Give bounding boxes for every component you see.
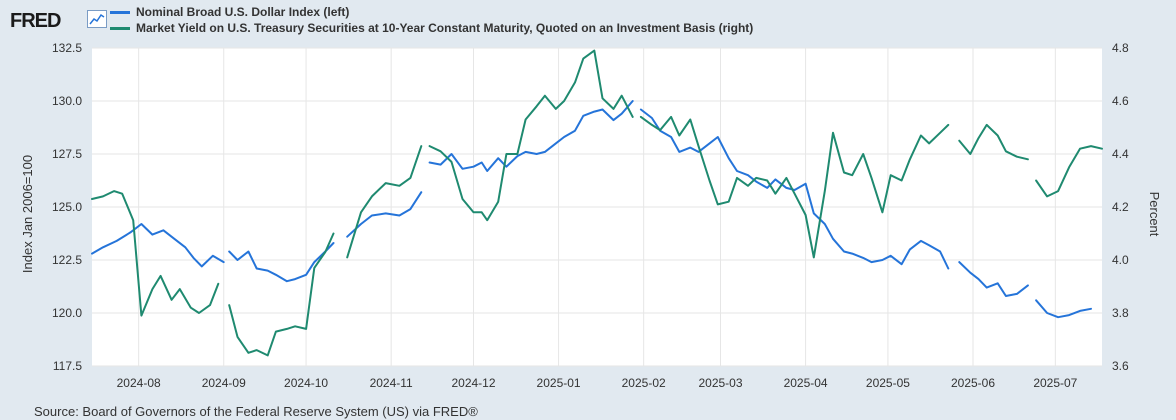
x-tick-label: 2025-02 [622,376,666,390]
series-line-segment[interactable] [958,261,1029,297]
left-tick-label: 120.0 [52,306,82,320]
left-axis-ticks: 117.5 120.0 122.5 125.0 127.5 130.0 132.5 [52,41,82,373]
x-tick-label: 2024-11 [370,376,413,390]
series-line-segment[interactable] [428,100,634,172]
right-tick-label: 3.6 [1112,359,1129,373]
series-line-segment[interactable] [1035,299,1092,319]
left-tick-label: 122.5 [52,253,82,267]
series-line-segment[interactable] [639,115,950,259]
x-tick-label: 2024-12 [451,376,495,390]
legend-item-dollar-index[interactable]: Nominal Broad U.S. Dollar Index (left) [110,4,753,20]
x-tick-label: 2025-07 [1033,376,1077,390]
series-line-segment[interactable] [228,232,335,357]
series-layer [91,49,1103,357]
right-axis-ticks: 3.6 3.8 4.0 4.2 4.4 4.6 4.8 [1112,41,1129,373]
left-tick-label: 132.5 [52,41,82,55]
source-note: Source: Board of Governors of the Federa… [34,404,478,419]
legend-item-treasury-yield[interactable]: Market Yield on U.S. Treasury Securities… [110,20,753,36]
x-tick-label: 2025-06 [951,376,995,390]
series-line-segment[interactable] [228,242,335,283]
series-line-segment[interactable] [91,190,220,317]
series-line-segment[interactable] [1035,145,1103,198]
series-treasury-yield [91,49,1103,357]
legend-swatch-treasury-yield [110,26,130,30]
gridlines [92,47,1102,367]
x-tick-label: 2025-04 [784,376,828,390]
legend-label-dollar-index: Nominal Broad U.S. Dollar Index (left) [136,5,350,19]
chart-line-icon[interactable] [87,10,107,28]
fred-logo[interactable]: FRED [10,10,61,32]
series-line-segment[interactable] [346,145,423,259]
x-tick-label: 2025-03 [698,376,742,390]
x-tick-label: 2024-08 [117,376,161,390]
left-tick-label: 130.0 [52,94,82,108]
series-line-segment[interactable] [91,223,225,268]
left-tick-label: 117.5 [53,359,82,373]
x-tick-label: 2024-10 [284,376,328,390]
x-tick-label: 2024-09 [202,376,246,390]
series-line-segment[interactable] [346,191,423,238]
right-tick-label: 4.8 [1112,41,1129,55]
series-line-segment[interactable] [428,49,634,222]
legend-swatch-dollar-index [110,10,130,14]
series-line-segment[interactable] [958,123,1029,161]
chart-legend: Nominal Broad U.S. Dollar Index (left) M… [110,4,753,36]
series-dollar-index [91,100,1092,319]
right-axis-title: Percent [1147,192,1162,237]
x-tick-label: 2025-01 [537,376,581,390]
x-tick-label: 2025-05 [866,376,910,390]
series-line-segment[interactable] [639,108,950,270]
x-axis-ticks: 2024-08 2024-09 2024-10 2024-11 2024-12 2025-… [117,376,1078,390]
legend-label-treasury-yield: Market Yield on U.S. Treasury Securities… [136,21,754,35]
left-tick-label: 125.0 [52,200,82,214]
left-tick-label: 127.5 [52,147,82,161]
right-tick-label: 3.8 [1112,306,1129,320]
right-tick-label: 4.6 [1112,94,1129,108]
right-tick-label: 4.0 [1112,253,1129,267]
right-tick-label: 4.4 [1112,147,1129,161]
left-axis-title: Index Jan 2006=100 [20,155,35,273]
right-tick-label: 4.2 [1112,200,1129,214]
